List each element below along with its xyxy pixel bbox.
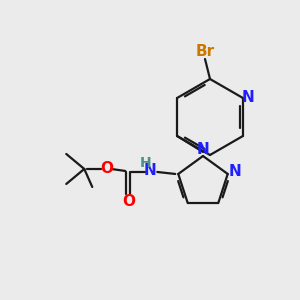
Text: O: O [100, 161, 113, 176]
Text: N: N [242, 91, 254, 106]
Text: Br: Br [195, 44, 214, 59]
Text: H: H [140, 156, 151, 170]
Text: N: N [196, 142, 209, 157]
Text: N: N [144, 164, 157, 178]
Text: O: O [122, 194, 135, 209]
Text: N: N [228, 164, 241, 179]
